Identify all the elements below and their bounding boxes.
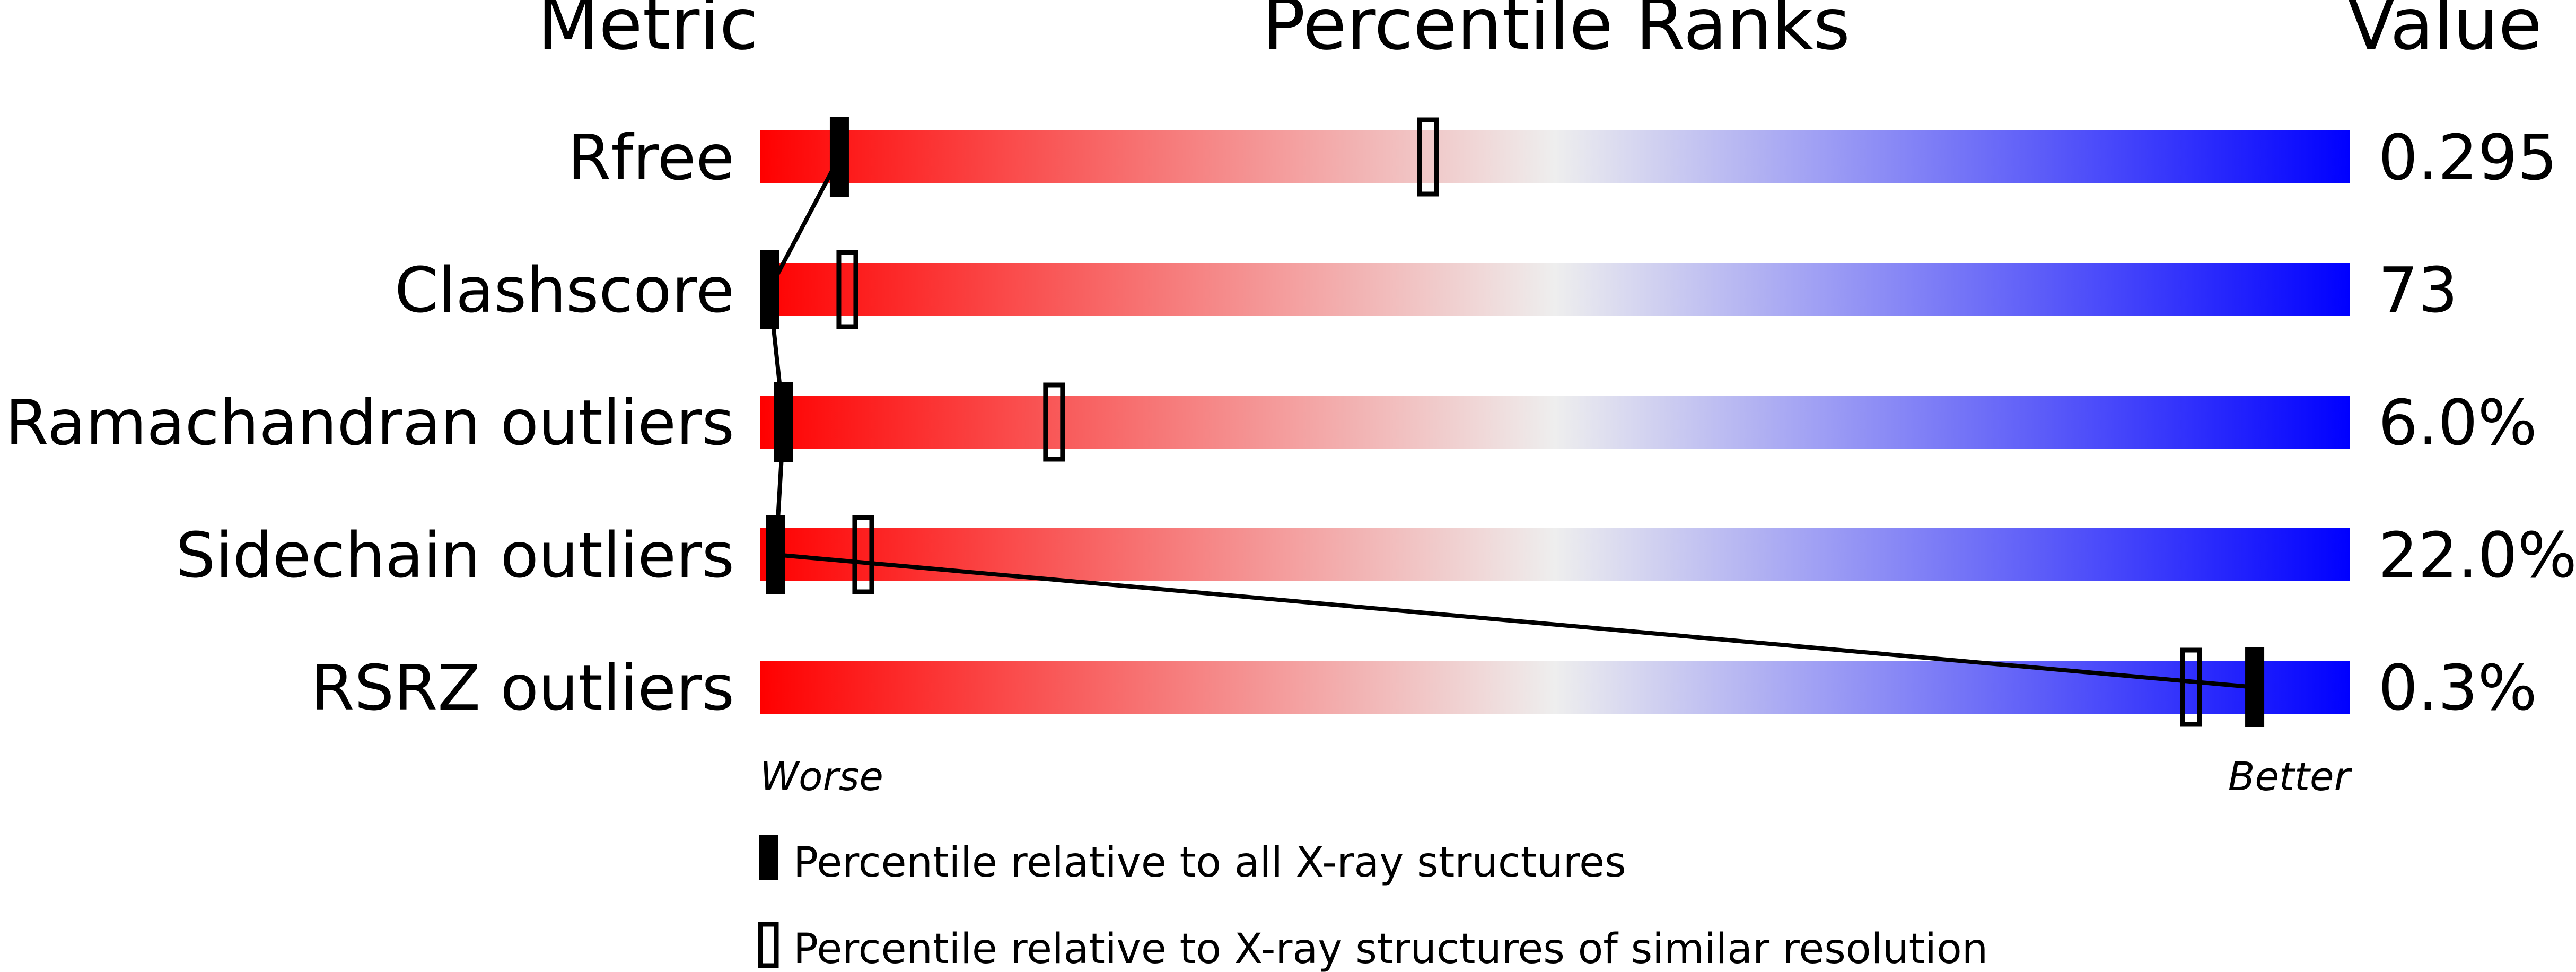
percentile-bar — [760, 528, 2350, 581]
value-header: Value — [2347, 0, 2542, 66]
metric-header: Metric — [538, 0, 759, 66]
similar-resolution-marker — [1043, 382, 1065, 462]
legend-open-marker — [758, 922, 779, 968]
metric-rows: Rfree 0.295 Clashscore 73 Ramachandran outli… — [5, 117, 2576, 727]
metric-label: Clashscore — [395, 253, 734, 327]
metric-label: RSRZ outliers — [311, 651, 734, 724]
metric-value: 73 — [2378, 253, 2458, 327]
percentile-bar — [760, 661, 2350, 714]
metric-row-rfree: Rfree 0.295 — [567, 117, 2557, 197]
similar-resolution-marker — [836, 250, 858, 329]
percentile-connector-line — [767, 156, 2255, 689]
percentile-bar — [760, 130, 2350, 183]
worse-label: Worse — [760, 754, 883, 800]
metric-label: Ramachandran outliers — [5, 386, 734, 459]
better-label: Better — [2228, 754, 2353, 800]
similar-resolution-marker — [1417, 117, 1439, 197]
similar-resolution-marker — [852, 515, 874, 594]
legend-similar-label: Percentile relative to X-ray structures … — [793, 925, 1988, 972]
metric-value: 0.295 — [2378, 121, 2557, 194]
legend: Percentile relative to all X-ray structu… — [758, 835, 1988, 972]
percentile-bar — [760, 263, 2350, 316]
percentile-ranks-header: Percentile Ranks — [1263, 0, 1850, 66]
metric-value: 6.0% — [2378, 386, 2537, 459]
percentile-bar — [760, 396, 2350, 449]
similar-resolution-marker — [2180, 647, 2202, 727]
metric-row-ramachandran-outliers: Ramachandran outliers 6.0% — [5, 382, 2537, 462]
metric-row-sidechain-outliers: Sidechain outliers 22.0% — [176, 515, 2576, 594]
marker-overlay — [767, 156, 2255, 689]
legend-filled-marker — [759, 835, 778, 880]
metric-value: 0.3% — [2378, 651, 2537, 724]
metric-row-clashscore: Clashscore 73 — [395, 250, 2458, 329]
metric-value: 22.0% — [2378, 519, 2576, 592]
metric-label: Rfree — [567, 121, 734, 194]
metric-label: Sidechain outliers — [176, 519, 734, 592]
metric-row-rsrz-outliers: RSRZ outliers 0.3% — [311, 647, 2537, 727]
legend-all-label: Percentile relative to all X-ray structu… — [793, 839, 1626, 887]
